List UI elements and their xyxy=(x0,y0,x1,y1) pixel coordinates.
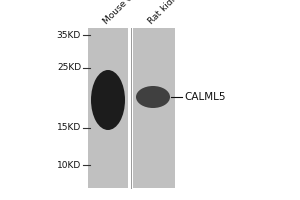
Ellipse shape xyxy=(91,70,125,130)
Text: 10KD: 10KD xyxy=(57,160,81,170)
Text: 35KD: 35KD xyxy=(57,30,81,40)
Text: Rat kidney: Rat kidney xyxy=(147,0,187,26)
Text: 15KD: 15KD xyxy=(57,123,81,132)
Bar xyxy=(88,28,128,188)
Text: Mouse eye: Mouse eye xyxy=(102,0,142,26)
Ellipse shape xyxy=(136,86,170,108)
Text: 25KD: 25KD xyxy=(57,64,81,72)
Bar xyxy=(133,28,175,188)
Text: CALML5: CALML5 xyxy=(184,92,226,102)
